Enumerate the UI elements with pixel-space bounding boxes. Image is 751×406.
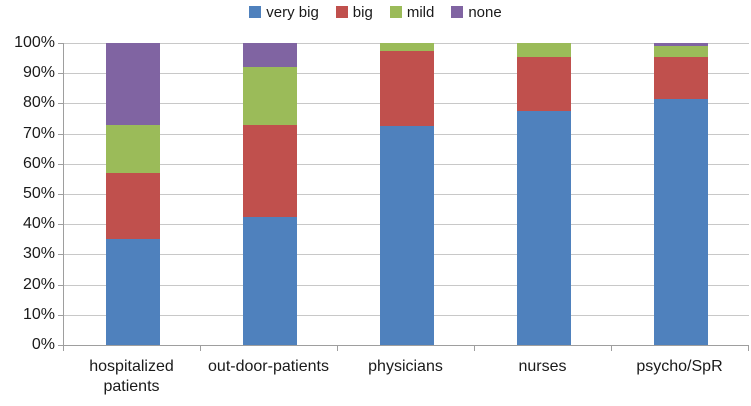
y-tick-mark (58, 163, 63, 165)
legend-swatch-icon (249, 6, 262, 18)
bars-layer (64, 43, 749, 345)
y-tick-label: 50% (22, 185, 55, 202)
stacked-bar-hospitalized-patients (105, 43, 160, 345)
y-tick-mark (58, 254, 63, 256)
y-axis: 0% 10% 20% 30% 40% 50% 60% 70% 80% 90% 100% (0, 34, 55, 353)
x-tick-mark (611, 346, 612, 351)
y-tick-label: 70% (22, 124, 55, 142)
x-category-label: physicians (368, 358, 443, 375)
bar-segment-mild (379, 43, 434, 51)
bar-segment-big (379, 50, 434, 127)
y-tick-label: 60% (22, 154, 55, 172)
x-tick-mark (337, 346, 338, 351)
bar-segment-none (242, 43, 297, 68)
stacked-bar-psycho-SpR (653, 43, 708, 345)
bar-segment-very-big (379, 126, 434, 345)
plot-area (63, 43, 749, 346)
x-category-label: hospitalized patients (89, 358, 174, 395)
legend-label: very big (266, 3, 319, 21)
y-tick-label: 90% (22, 64, 55, 82)
y-tick-label: 20% (22, 275, 55, 293)
legend-swatch-icon (451, 6, 464, 18)
bar-segment-very-big (242, 216, 297, 345)
bar-segment-big (653, 56, 708, 99)
bar-segment-mild (242, 67, 297, 125)
legend-swatch-icon (335, 6, 348, 18)
category-slot (475, 43, 612, 345)
bar-segment-none (105, 43, 160, 125)
y-tick-label: 10% (22, 305, 55, 323)
category-slot (612, 43, 749, 345)
y-tick-mark (58, 224, 63, 226)
bar-segment-very-big (105, 239, 160, 345)
bar-segment-big (516, 56, 571, 111)
x-tick-mark (748, 346, 749, 351)
x-category-label: nurses (518, 358, 567, 375)
stacked-bar-physicians (379, 43, 434, 345)
legend-item-very-big: very big (249, 4, 319, 21)
stacked-bar-out-door-patients (242, 43, 297, 345)
y-tick-mark (58, 103, 63, 105)
y-tick-mark (58, 133, 63, 135)
y-tick-label: 80% (22, 94, 55, 112)
legend-label: mild (406, 3, 435, 21)
legend-swatch-icon (389, 6, 402, 18)
x-tick-mark (200, 346, 201, 351)
y-tick-label: 40% (22, 215, 55, 233)
category-slot (338, 43, 475, 345)
bar-segment-none (653, 43, 708, 47)
y-tick-label: 100% (14, 34, 55, 51)
legend-item-mild: mild (389, 3, 435, 21)
x-axis-labels: hospitalized patients out-door-patients ph… (63, 357, 748, 397)
bar-segment-big (105, 172, 160, 240)
y-tick-mark (58, 194, 63, 195)
bar-segment-very-big (516, 110, 571, 345)
y-tick-mark (58, 284, 63, 286)
category-slot (64, 43, 201, 345)
category-slot (201, 43, 338, 345)
bar-segment-very-big (653, 98, 708, 345)
y-tick-label: 30% (22, 245, 55, 263)
y-tick-mark (58, 73, 63, 75)
legend-label: none (468, 3, 502, 21)
bar-segment-mild (653, 46, 708, 57)
x-category-label: psycho/SpR (636, 358, 723, 375)
y-tick-mark (58, 43, 63, 44)
chart-legend: very big big mild none (0, 0, 751, 24)
y-tick-label: 0% (31, 336, 55, 353)
y-tick-mark (58, 314, 63, 316)
x-tick-mark (474, 346, 475, 351)
bar-segment-mild (105, 124, 160, 173)
x-tick-mark (63, 346, 64, 351)
legend-label: big (352, 3, 373, 21)
legend-item-none: none (451, 3, 502, 21)
bar-segment-mild (516, 43, 571, 57)
y-tick-mark (58, 345, 63, 346)
legend-item-big: big (335, 3, 373, 21)
stacked-bar-nurses (516, 43, 571, 345)
x-category-label: out-door-patients (208, 358, 329, 375)
bar-segment-big (242, 124, 297, 217)
